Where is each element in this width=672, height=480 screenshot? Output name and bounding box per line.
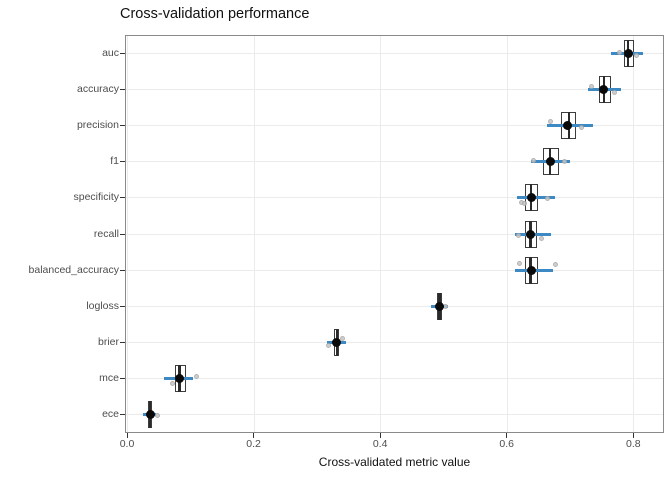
y-tick-label: balanced_accuracy — [28, 263, 119, 276]
y-tick — [120, 269, 125, 271]
y-tick — [120, 378, 125, 380]
mean-point — [527, 193, 537, 203]
jitter-point — [169, 381, 175, 387]
plot-panel — [125, 35, 664, 433]
y-tick-label: logloss — [86, 299, 119, 312]
jitter-point — [552, 261, 558, 267]
y-tick — [120, 52, 125, 54]
jitter-point — [326, 343, 332, 349]
jitter-point — [194, 374, 200, 380]
y-tick-label: accuracy — [76, 82, 119, 95]
gridline-y — [126, 233, 663, 235]
y-tick-label: specificity — [73, 191, 119, 204]
mean-point — [526, 265, 536, 275]
x-tick — [126, 433, 128, 438]
chart-title: Cross-validation performance — [120, 6, 310, 22]
mean-point — [562, 120, 572, 130]
gridline-y — [126, 88, 663, 90]
jitter-point — [522, 201, 528, 207]
jitter-point — [579, 124, 585, 130]
y-tick-label: ece — [102, 408, 119, 421]
mean-point — [526, 229, 535, 239]
jitter-point — [545, 196, 551, 202]
y-tick-label: f1 — [110, 155, 119, 168]
gridline-y — [126, 305, 663, 307]
jitter-point — [517, 260, 523, 266]
jitter-point — [611, 89, 617, 95]
gridline-y — [126, 342, 663, 344]
y-tick-label: recall — [93, 227, 119, 240]
mean-point — [145, 410, 155, 420]
x-tick-label: 0.2 — [246, 438, 261, 450]
jitter-point — [531, 158, 537, 164]
x-tick-label: 0.6 — [499, 438, 515, 450]
y-tick-label: auc — [102, 46, 119, 59]
x-tick-label: 0.8 — [625, 438, 641, 450]
y-tick — [120, 88, 125, 90]
gridline-y — [126, 52, 663, 54]
jitter-point — [340, 336, 346, 342]
gridline-y — [126, 414, 663, 416]
mean-point — [598, 84, 608, 94]
x-tick-label: 0.0 — [119, 438, 135, 450]
mean-point — [434, 301, 444, 311]
jitter-point — [589, 83, 595, 89]
y-tick — [120, 342, 125, 344]
gridline-y — [126, 124, 663, 126]
mean-point — [545, 157, 555, 167]
y-tick — [120, 124, 125, 126]
gridline-y — [126, 378, 663, 380]
y-tick — [120, 197, 125, 199]
x-tick — [379, 433, 381, 438]
y-tick-label: precision — [76, 118, 119, 131]
jitter-point — [155, 413, 161, 419]
jitter-point — [515, 232, 521, 238]
y-tick — [120, 161, 125, 163]
jitter-point — [547, 118, 553, 124]
mean-point — [332, 338, 342, 348]
jitter-point — [539, 235, 545, 241]
y-tick — [120, 305, 125, 307]
jitter-point — [562, 159, 568, 165]
jitter-point — [634, 52, 640, 58]
x-axis-title: Cross-validated metric value — [318, 455, 471, 469]
mean-point — [175, 374, 185, 384]
gridline-y — [126, 269, 663, 271]
y-tick-label: brier — [97, 336, 119, 349]
gridline-y — [126, 161, 663, 163]
mean-point — [624, 48, 634, 58]
x-tick — [506, 433, 508, 438]
x-tick — [253, 433, 255, 438]
y-tick-label: mce — [99, 372, 119, 385]
jitter-point — [617, 49, 623, 55]
x-tick — [632, 433, 634, 438]
y-tick — [120, 233, 125, 235]
x-tick-label: 0.4 — [372, 438, 388, 450]
gridline-y — [126, 197, 663, 199]
y-tick — [120, 414, 125, 416]
